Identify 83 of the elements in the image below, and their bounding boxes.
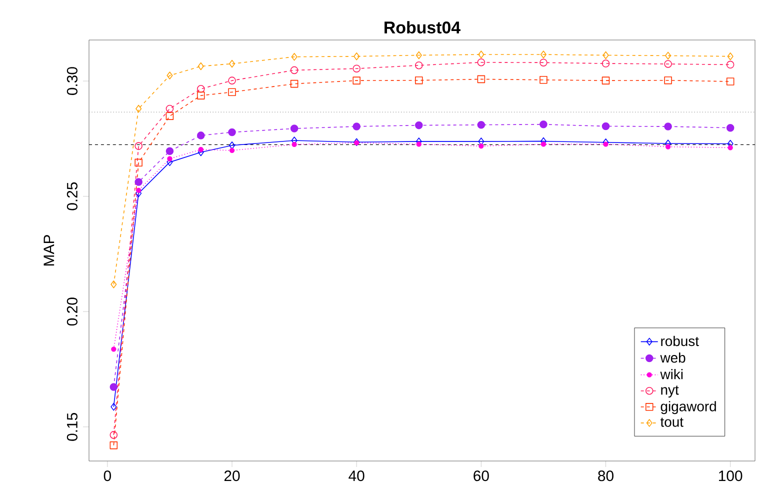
y-axis-title: MAP [44,235,54,266]
legend-label: robust [661,336,699,346]
point [110,402,117,411]
point [728,145,733,150]
point [196,92,205,100]
point [290,66,298,74]
point [198,146,204,152]
y-tick-label: 0.30 [66,67,78,95]
point [665,52,672,60]
x-tick-label: 80 [598,470,614,482]
point [726,124,734,132]
x-tick-label: 20 [224,470,240,482]
point [166,112,174,120]
point [354,52,360,60]
point [290,80,298,88]
y-tick-label: 0.20 [66,298,78,326]
point [540,120,548,128]
point [416,142,422,147]
point [292,142,297,148]
point [602,60,610,68]
point [196,132,205,140]
point [198,62,204,70]
point [540,58,548,66]
point [110,383,118,391]
point [602,51,609,60]
point [477,75,486,84]
point [664,60,672,68]
point [726,78,734,86]
point [540,50,546,58]
point [478,50,484,58]
point [477,58,486,66]
x-tick-label: 40 [348,470,364,482]
point [415,61,423,70]
point [664,76,672,84]
point [291,52,298,61]
y-tick-label: 0.15 [66,412,78,441]
x-tick-label: 60 [474,470,489,482]
legend-label: web [660,352,686,363]
point [229,60,236,68]
point [110,441,118,450]
point [110,431,118,439]
legend-label: tout [660,418,684,427]
point [134,158,142,167]
point [415,121,423,130]
point [727,52,734,60]
point [136,188,142,193]
point [540,76,548,84]
legend-label: wiki [660,369,683,380]
point [229,148,235,154]
point [166,147,174,156]
point [415,76,423,84]
point [136,104,142,113]
point [352,64,360,72]
point [290,124,298,132]
point [416,51,422,60]
x-tick-label: 0 [104,470,111,482]
y-tick-label: 0.25 [66,182,78,210]
point [477,120,486,129]
point [110,280,117,288]
legend-label: nyt [661,386,679,398]
chart-title: Robust04 [384,21,460,34]
point [111,346,116,352]
point [134,178,142,186]
point [228,128,236,136]
point [602,76,610,84]
point [665,144,671,150]
point [352,76,360,84]
x-tick-label: 100 [719,470,742,482]
point [229,141,236,150]
point [228,88,236,96]
point [167,156,172,162]
point [602,122,610,130]
point [228,76,236,84]
point [726,60,734,69]
point [664,122,672,130]
legend-label: gigaword [660,401,716,414]
point [166,72,173,80]
point [134,142,142,150]
point [603,142,608,147]
point [166,104,174,113]
point [540,142,546,147]
point [478,143,484,149]
point [352,122,360,130]
